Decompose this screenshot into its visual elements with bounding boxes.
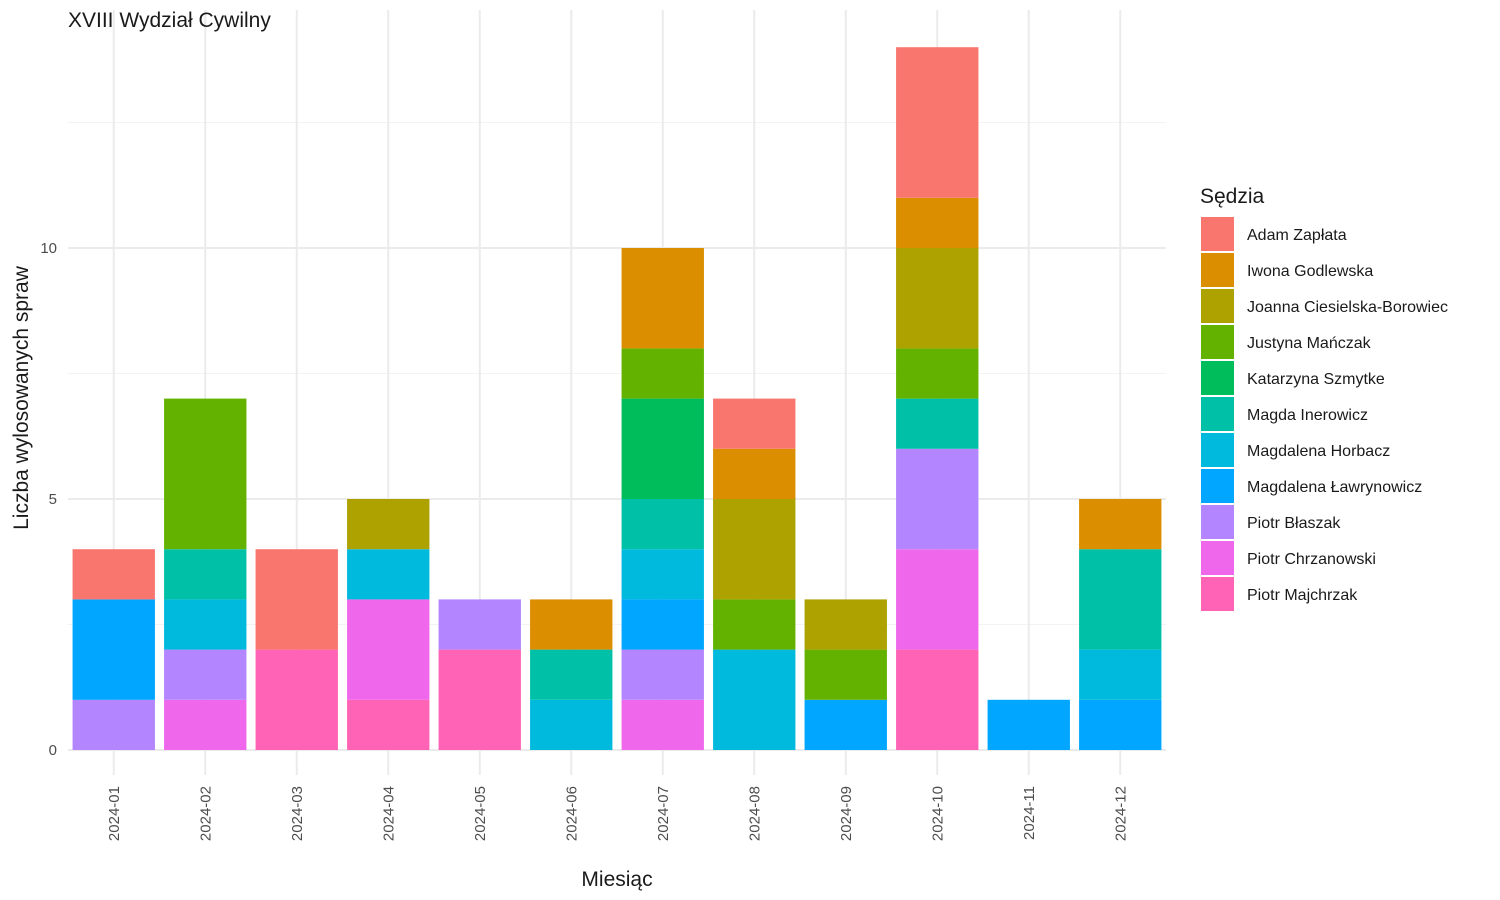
legend-swatch [1201, 505, 1234, 539]
chart-title: XVIII Wydział Cywilny [68, 9, 271, 32]
bar-segment [164, 649, 247, 700]
y-axis-title: Liczba wylosowanych spraw [10, 265, 33, 530]
legend-swatch [1201, 289, 1234, 323]
bar-segment [621, 248, 704, 349]
bar-segment [438, 649, 521, 750]
legend-item-label: Adam Zapłata [1247, 227, 1347, 244]
legend-item-label: Magdalena Horbacz [1247, 443, 1390, 460]
legend-swatch [1201, 325, 1234, 359]
legend-swatch [1201, 469, 1234, 503]
x-tick-label: 2024-12 [1112, 786, 1129, 841]
bar-segment [804, 599, 887, 650]
x-tick-label: 2024-11 [1021, 786, 1038, 840]
bar-segment [713, 448, 796, 499]
legend-item-label: Katarzyna Szmytke [1247, 371, 1385, 388]
bar-segment [255, 549, 338, 650]
x-tick-label: 2024-08 [746, 786, 763, 841]
legend-swatch [1201, 541, 1234, 575]
legend-item-label: Piotr Chrzanowski [1247, 551, 1376, 568]
legend-swatch [1201, 433, 1234, 467]
bar-segment [347, 499, 430, 550]
bar-segment [530, 699, 613, 750]
legend-item-label: Magda Inerowicz [1247, 407, 1368, 424]
bar-segment [164, 398, 247, 550]
bar-segment [713, 499, 796, 600]
bar-segment [530, 599, 613, 650]
x-tick-label: 2024-06 [563, 786, 580, 841]
bar-segment [896, 348, 979, 399]
x-tick-label: 2024-07 [655, 786, 672, 841]
bar-segment [438, 599, 521, 650]
legend-item-label: Magdalena Ławrynowicz [1247, 479, 1422, 496]
bar-segment [72, 599, 155, 700]
bar-segment [987, 699, 1070, 750]
y-tick-label: 10 [40, 240, 57, 257]
bar-segment [621, 398, 704, 499]
bar-segment [896, 649, 979, 750]
legend-item-label: Joanna Ciesielska-Borowiec [1247, 299, 1448, 316]
legend-swatch [1201, 217, 1234, 251]
bar-segment [896, 248, 979, 349]
bar-segment [621, 549, 704, 600]
bar-segment [164, 599, 247, 650]
bar-segment [621, 699, 704, 750]
legend-item-label: Piotr Błaszak [1247, 515, 1341, 532]
bar-segment [72, 699, 155, 750]
bar-segment [896, 47, 979, 198]
bar-segment [896, 549, 979, 650]
bar-segment [713, 649, 796, 750]
x-tick-label: 2024-10 [929, 786, 946, 841]
bar-segment [1079, 499, 1162, 550]
bar-segment [255, 649, 338, 750]
bar-segment [713, 398, 796, 449]
axis-layer: 0 5 10 2024-01 2024-02 2024-03 2024-04 2024-05 2… [40, 240, 1129, 841]
bar-segment [530, 649, 613, 700]
bar-segment [72, 549, 155, 600]
bars-layer [72, 47, 1162, 750]
bar-segment [347, 599, 430, 700]
legend-title: Sędzia [1200, 185, 1265, 208]
bar-segment [347, 699, 430, 750]
x-tick-label: 2024-09 [838, 786, 855, 841]
y-tick-label: 0 [49, 742, 57, 759]
bar-segment [896, 448, 979, 550]
bar-segment [804, 699, 887, 750]
bar-segment [1079, 549, 1162, 650]
bar-segment [621, 649, 704, 700]
bar-segment [347, 549, 430, 600]
x-tick-label: 2024-04 [380, 786, 397, 841]
x-tick-label: 2024-05 [472, 786, 489, 841]
bar-segment [164, 549, 247, 600]
bar-segment [804, 649, 887, 700]
bar-segment [896, 398, 979, 449]
legend: Sędzia Adam Zapłata Iwona Godlewska Joanna… [1200, 185, 1448, 611]
legend-swatch [1201, 577, 1234, 611]
bar-segment [1079, 699, 1162, 750]
legend-item-label: Justyna Mańczak [1247, 335, 1372, 352]
x-tick-label: 2024-02 [197, 786, 214, 841]
legend-item-label: Piotr Majchrzak [1247, 587, 1358, 604]
legend-swatch [1201, 361, 1234, 395]
y-tick-label: 5 [49, 491, 57, 508]
bar-segment [1079, 649, 1162, 700]
legend-item-label: Iwona Godlewska [1247, 263, 1373, 280]
bar-segment [896, 197, 979, 248]
bar-segment [621, 599, 704, 650]
bar-segment [621, 348, 704, 399]
bar-segment [713, 599, 796, 650]
x-axis-title: Miesiąc [581, 868, 652, 891]
legend-swatch [1201, 397, 1234, 431]
bar-segment [164, 699, 247, 750]
legend-swatch [1201, 253, 1234, 287]
x-tick-label: 2024-03 [289, 786, 306, 841]
x-tick-label: 2024-01 [106, 786, 123, 841]
bar-segment [621, 499, 704, 550]
